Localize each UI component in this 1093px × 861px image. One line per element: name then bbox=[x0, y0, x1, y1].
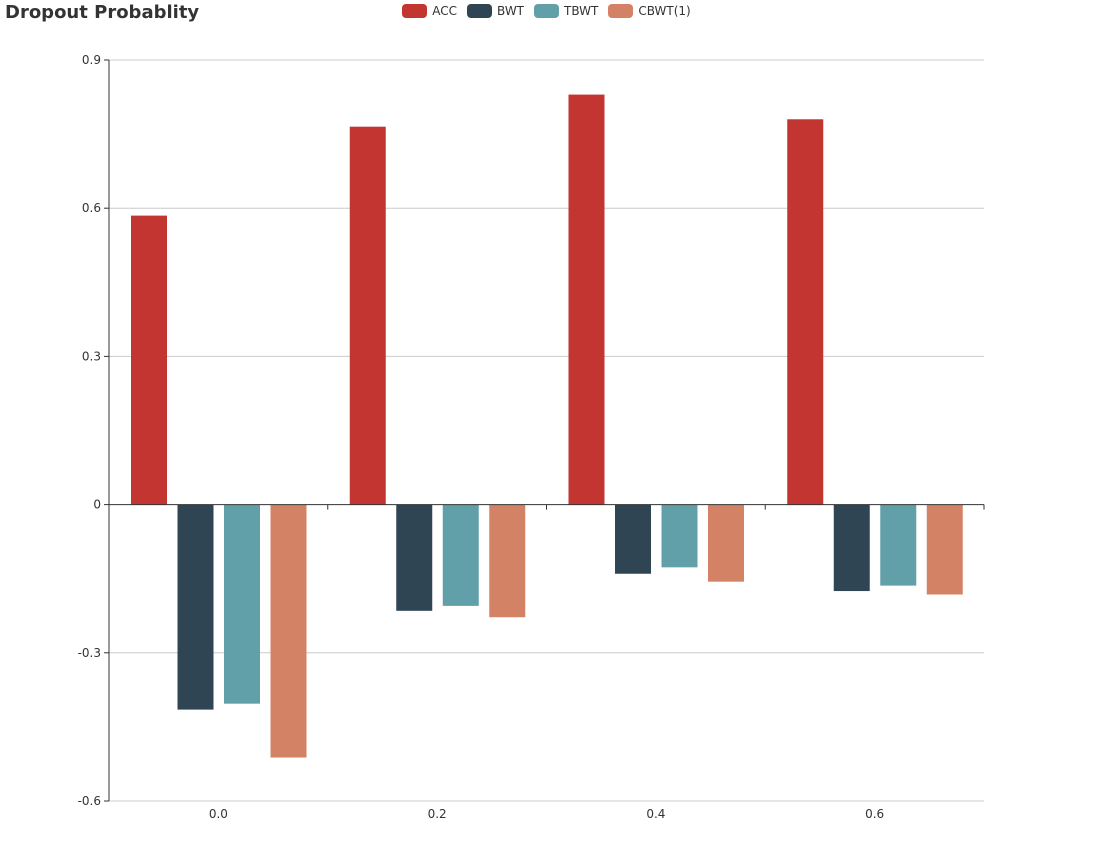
legend-item-bwt[interactable]: BWT bbox=[467, 4, 524, 18]
bar-cbwt-1--0.4[interactable] bbox=[708, 504, 744, 582]
chart-title: Dropout Probablity bbox=[5, 2, 200, 23]
y-tick-label: 0.9 bbox=[82, 53, 101, 67]
legend-swatch bbox=[534, 4, 560, 18]
y-tick-label: 0.6 bbox=[82, 201, 101, 215]
bar-acc-0.0[interactable] bbox=[131, 215, 167, 505]
bar-acc-0.2[interactable] bbox=[349, 126, 386, 505]
legend-label: ACC bbox=[432, 4, 458, 18]
x-tick-label: 0.6 bbox=[865, 807, 884, 821]
legend-item-acc[interactable]: ACC bbox=[402, 4, 457, 18]
bar-bwt-0.2[interactable] bbox=[396, 504, 433, 611]
bar-bwt-0.0[interactable] bbox=[177, 504, 214, 710]
bar-tbwt-0.2[interactable] bbox=[442, 504, 479, 606]
legend: ACC BWT TBWT CBWT(1) bbox=[0, 4, 1093, 18]
bar-tbwt-0.4[interactable] bbox=[661, 504, 698, 568]
legend-swatch bbox=[467, 4, 493, 18]
legend-label: BWT bbox=[497, 4, 525, 18]
legend-item-tbwt[interactable]: TBWT bbox=[534, 4, 598, 18]
y-tick-label: 0 bbox=[93, 498, 101, 512]
bar-acc-0.6[interactable] bbox=[787, 119, 824, 505]
y-tick-label: 0.3 bbox=[82, 349, 101, 363]
y-tick-label: -0.3 bbox=[78, 646, 101, 660]
axis-layer: 0.9 0.6 0.3 0 -0.3 -0.6 0.0 0.2 0.4 0.6 bbox=[78, 53, 985, 821]
legend-swatch bbox=[608, 4, 634, 18]
x-tick-label: 0.0 bbox=[209, 807, 228, 821]
legend-label: TBWT bbox=[564, 4, 599, 18]
bar-tbwt-0.6[interactable] bbox=[880, 504, 917, 586]
bar-layer bbox=[131, 94, 963, 758]
y-tick-label: -0.6 bbox=[78, 794, 101, 808]
x-tick-label: 0.2 bbox=[428, 807, 447, 821]
bar-acc-0.4[interactable] bbox=[568, 94, 605, 505]
legend-item-cbwt-1-[interactable]: CBWT(1) bbox=[608, 4, 691, 18]
bar-bwt-0.4[interactable] bbox=[615, 504, 651, 574]
bar-tbwt-0.0[interactable] bbox=[224, 504, 260, 704]
legend-swatch bbox=[402, 4, 428, 18]
bar-bwt-0.6[interactable] bbox=[833, 504, 870, 592]
bar-cbwt-1--0.2[interactable] bbox=[489, 504, 526, 618]
bar-cbwt-1--0.0[interactable] bbox=[270, 504, 307, 758]
bar-cbwt-1--0.6[interactable] bbox=[926, 504, 963, 595]
x-tick-label: 0.4 bbox=[646, 807, 665, 821]
legend-label: CBWT(1) bbox=[638, 4, 691, 18]
